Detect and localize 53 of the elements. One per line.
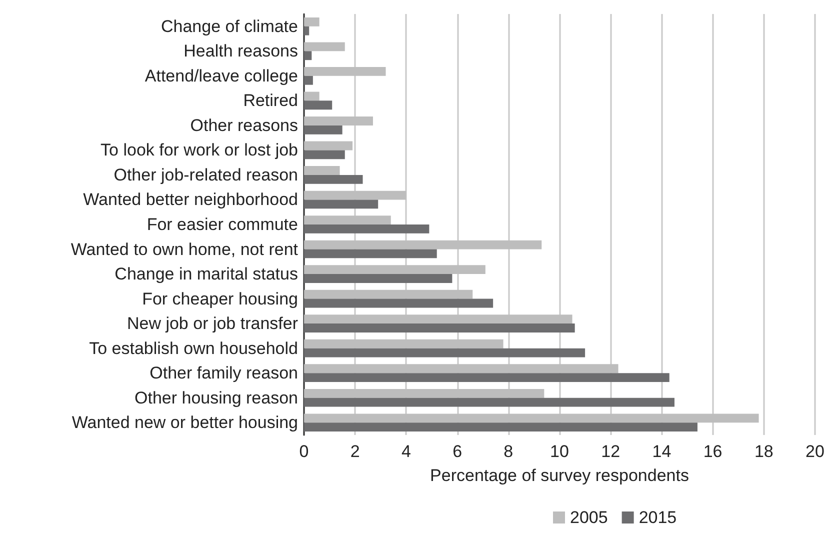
bar [304,422,698,432]
bar [304,17,320,26]
legend-label: 2005 [570,508,608,527]
x-tick-label: 6 [452,442,462,461]
x-tick-label: 18 [754,442,774,461]
bar [304,200,378,209]
y-tick-label: Wanted better neighborhood [83,190,298,210]
legend-label: 2015 [638,508,677,527]
y-tick-label: Health reasons [184,42,298,61]
x-tick-label: 2 [350,442,360,461]
bar [304,26,310,36]
bar [304,373,670,382]
y-tick-label: Attend/leave college [144,66,298,86]
bar [304,166,340,175]
y-tick-label: New job or job transfer [126,314,298,334]
bar [304,100,332,110]
x-tick-label: 20 [806,442,824,461]
x-tick-label: 16 [703,442,722,461]
x-tick-label: 10 [550,442,569,461]
bar [304,76,313,85]
x-tick-label: 4 [401,442,411,461]
y-tick-label: Wanted to own home, not rent [70,240,298,259]
bar [304,249,437,258]
y-tick-label: Change in marital status [114,264,298,284]
bar [304,298,494,308]
bar [304,348,586,358]
x-tick-label: 14 [652,442,672,461]
bar [304,92,320,101]
bar [304,398,674,407]
y-tick-label: Retired [243,91,298,110]
x-axis-title: Percentage of survey respondents [430,466,689,485]
y-tick-label: Change of climate [160,16,298,36]
x-tick-label: 8 [504,442,514,461]
y-tick-label: To establish own household [89,338,298,358]
x-tick-label: 0 [299,442,309,461]
bar [304,174,363,184]
bar [304,141,353,150]
y-tick-label: For easier commute [146,215,298,234]
y-tick-label: Other family reason [150,364,298,383]
bar [304,274,452,283]
y-tick-label: Other housing reason [134,388,298,408]
y-tick-label: Other reasons [190,116,298,135]
y-tick-label: For cheaper housing [142,289,298,308]
bar [304,42,345,52]
bar [304,51,312,60]
bar [304,150,345,160]
bar [304,125,342,134]
bar [304,324,575,332]
bar [304,224,430,234]
x-tick-label: 12 [601,442,620,461]
y-tick-label: Wanted new or better housing [72,413,298,432]
y-tick-label: To look for work or lost job [100,140,298,160]
y-tick-label: Other job-related reason [114,165,298,184]
